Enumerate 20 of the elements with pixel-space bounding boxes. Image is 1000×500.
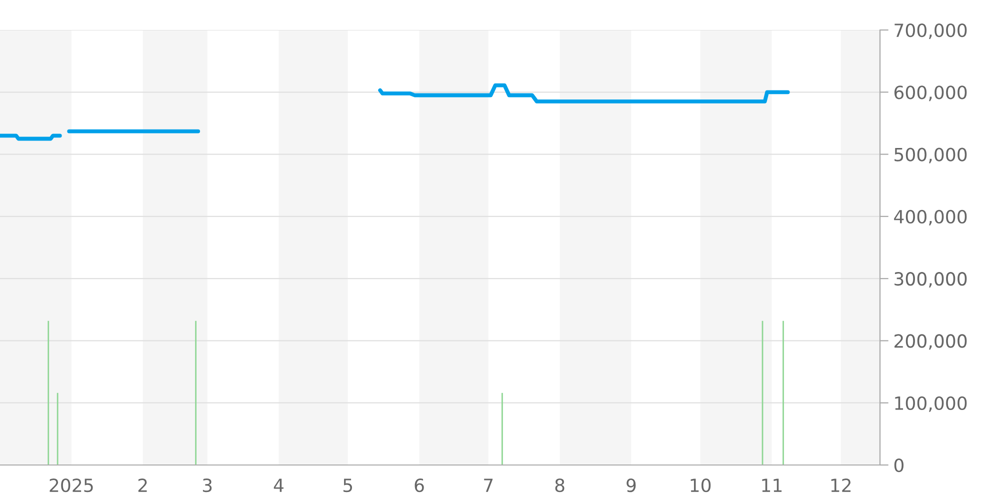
x-tick-label: 12: [831, 478, 851, 492]
x-tick-label: 5: [344, 478, 352, 492]
x-tick-label: 10: [690, 478, 711, 492]
x-tick-label: 8: [555, 478, 564, 492]
y-tick-label: 100,000: [895, 396, 967, 412]
x-tick-label: 9: [626, 478, 636, 492]
x-tick-label: 6: [414, 478, 424, 492]
y-tick-label: 700,000: [894, 23, 967, 39]
y-tick-label: 300,000: [894, 272, 967, 288]
x-tick-label: 7: [484, 478, 493, 492]
y-tick-label: 600,000: [894, 86, 967, 102]
x-tick-label: 11: [762, 478, 782, 492]
x-tick-label: 2: [138, 478, 147, 492]
y-tick-label: 400,000: [894, 210, 967, 226]
x-tick-label: 4: [274, 478, 284, 492]
y-tick-label: 200,000: [894, 334, 967, 350]
y-tick-label: 0: [894, 458, 904, 472]
y-tick-label: 500,000: [894, 148, 967, 164]
x-tick-label: 3: [202, 478, 212, 492]
x-tick-label: 2025: [50, 478, 93, 492]
